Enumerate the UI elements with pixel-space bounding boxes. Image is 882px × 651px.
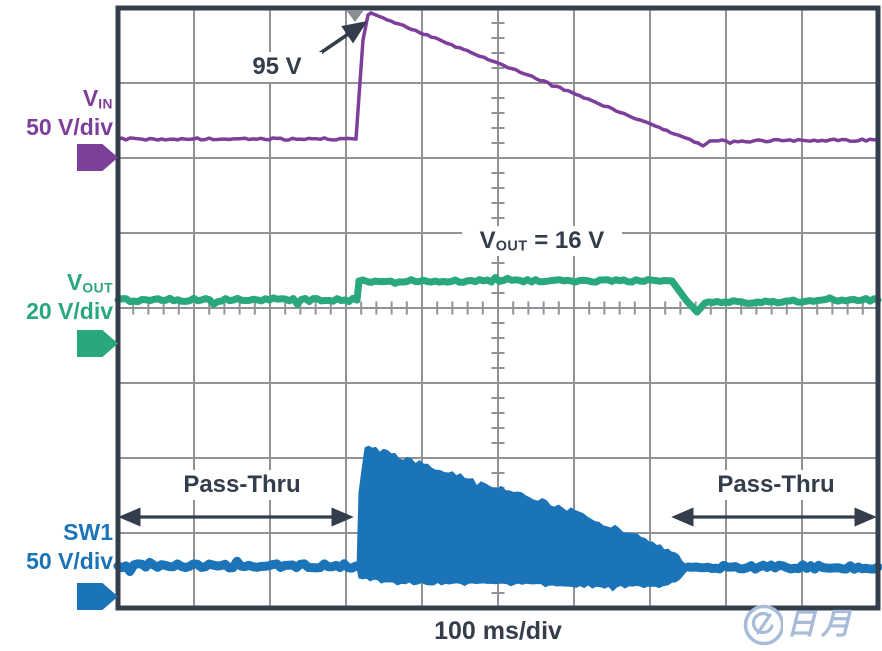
scope-border <box>115 5 881 611</box>
sw1-burst-envelope <box>356 445 691 592</box>
vout-subscript: OUT <box>82 280 113 296</box>
watermark: 日月辰 <box>741 602 882 651</box>
sw1-baseline-pre <box>113 556 361 576</box>
watermark-text: 日月辰 <box>786 608 857 641</box>
pass-thru-right-label: Pass-Thru <box>702 470 850 500</box>
peak-arrow <box>315 21 368 58</box>
pass-thru-left-label: Pass-Thru <box>168 470 316 500</box>
vout-level-label: VOUT = 16 V <box>462 226 622 256</box>
timebase-label: 100 ms/div <box>434 617 562 645</box>
watermark-logo-icon <box>743 604 784 646</box>
vout-level-subscript: OUT <box>495 238 528 255</box>
vout-name-label: VOUT <box>67 269 113 296</box>
vin-channel-label: VIN 50 V/div <box>0 84 113 142</box>
vin-name-label: VIN <box>82 85 113 112</box>
vout-channel-label: VOUT 20 V/div <box>0 268 113 326</box>
sw1-channel-label: SW1 50 V/div <box>0 518 113 576</box>
vin-trace <box>116 11 880 148</box>
sw1-name-label: SW1 <box>63 519 113 545</box>
peak-voltage-label: 95 V <box>232 52 322 82</box>
sw1-scale-label: 50 V/div <box>26 547 113 574</box>
vout-trace <box>114 274 882 316</box>
trigger-marker-icon <box>346 10 364 22</box>
vin-scale-label: 50 V/div <box>26 113 113 140</box>
vout-scale-label: 20 V/div <box>26 297 113 324</box>
vin-subscript: IN <box>98 96 113 112</box>
sw1-baseline-post <box>683 560 882 574</box>
scope-grid <box>118 8 878 608</box>
